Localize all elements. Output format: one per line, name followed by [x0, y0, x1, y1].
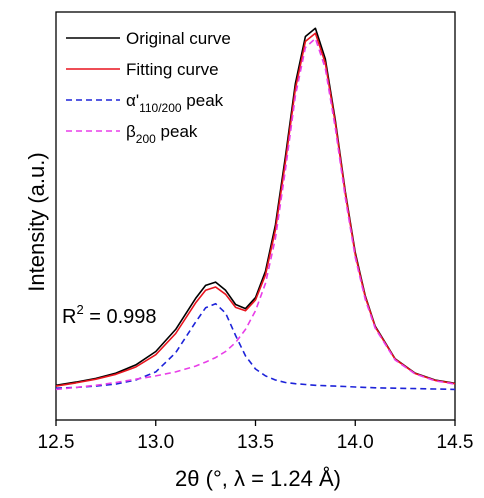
legend-label-main: β	[126, 122, 136, 141]
legend-label-suffix: peak	[182, 91, 224, 110]
legend-label-0: Original curve	[126, 29, 231, 48]
r-squared-superscript: 2	[76, 302, 83, 317]
x-tick-label: 14.0	[337, 432, 374, 453]
x-tick-label: 13.0	[137, 432, 174, 453]
series-line-0	[55, 27, 456, 387]
legend-label-1: Fitting curve	[126, 60, 219, 79]
x-tick-label: 12.5	[38, 432, 75, 453]
legend-label-3: β200 peak	[126, 122, 198, 146]
legend-label-suffix: peak	[156, 122, 198, 141]
x-axis-title: 2θ (°, λ = 1.24 Å)	[175, 466, 341, 491]
r-squared-value: = 0.998	[84, 306, 157, 328]
legend-label-main: α'	[126, 91, 139, 110]
series-layer	[55, 27, 456, 391]
x-tick-label: 13.5	[237, 432, 274, 453]
r-squared-annotation: R2 = 0.998	[62, 302, 157, 328]
y-axis-title: Intensity (a.u.)	[24, 152, 49, 291]
legend: Original curve Fitting curve α'110/200 pea…	[66, 29, 231, 146]
series-line-1	[55, 32, 456, 387]
legend-label-subscript: 110/200	[139, 101, 182, 115]
x-tick-label: 14.5	[437, 432, 474, 453]
axes: 12.5 13.0 13.5 14.0 14.5	[38, 420, 474, 453]
series-line-3	[55, 37, 456, 391]
legend-label-main: Fitting curve	[126, 60, 219, 79]
legend-label-subscript: 200	[136, 132, 156, 146]
r-squared-prefix: R	[62, 306, 76, 328]
legend-label-2: α'110/200 peak	[126, 91, 224, 115]
legend-label-main: Original curve	[126, 29, 231, 48]
